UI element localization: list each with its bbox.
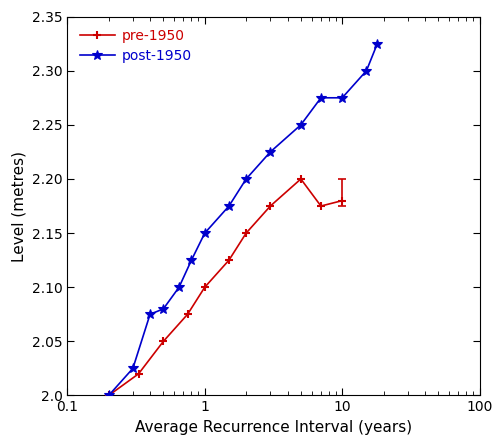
post-1950 <box>298 122 304 128</box>
Line: pre-1950: pre-1950 <box>104 175 346 400</box>
X-axis label: Average Recurrence Interval (years): Average Recurrence Interval (years) <box>135 420 412 435</box>
post-1950 <box>130 366 136 371</box>
post-1950 <box>267 149 273 155</box>
pre-1950 <box>298 176 304 182</box>
post-1950 <box>363 68 369 74</box>
pre-1950 <box>318 203 324 209</box>
pre-1950 <box>339 198 345 203</box>
pre-1950 <box>160 339 166 344</box>
pre-1950 <box>267 203 273 209</box>
Y-axis label: Level (metres): Level (metres) <box>11 151 26 261</box>
post-1950 <box>318 95 324 100</box>
post-1950 <box>147 312 153 317</box>
post-1950 <box>188 257 195 263</box>
pre-1950 <box>202 285 208 290</box>
post-1950 <box>339 95 345 100</box>
pre-1950 <box>226 257 232 263</box>
post-1950 <box>243 176 249 182</box>
post-1950 <box>160 306 166 312</box>
post-1950 <box>202 231 208 236</box>
pre-1950 <box>184 312 191 317</box>
pre-1950 <box>243 231 249 236</box>
Legend: pre-1950, post-1950: pre-1950, post-1950 <box>74 24 197 68</box>
post-1950 <box>106 393 112 398</box>
post-1950 <box>226 203 232 209</box>
pre-1950 <box>106 393 112 398</box>
Line: post-1950: post-1950 <box>104 39 382 401</box>
pre-1950 <box>136 371 142 376</box>
post-1950 <box>176 285 182 290</box>
post-1950 <box>374 41 381 46</box>
